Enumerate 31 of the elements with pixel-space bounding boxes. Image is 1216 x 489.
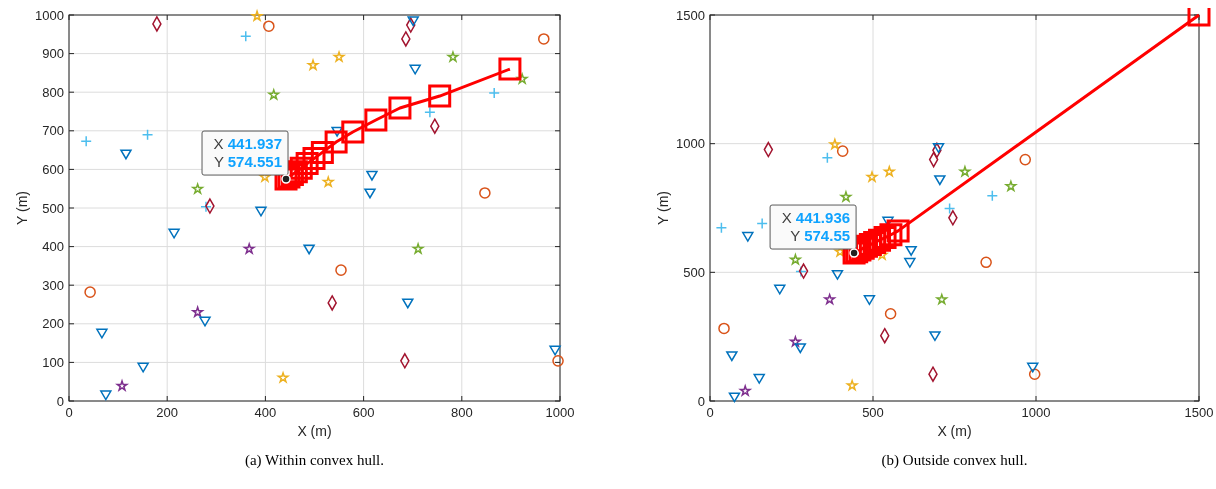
y-tick-label: 500 [683, 264, 705, 280]
x-tick-label: 800 [450, 405, 473, 420]
x-tick-label: 400 [254, 405, 277, 420]
y-axis-title: Y (m) [655, 191, 671, 225]
x-axis-title: X (m) [937, 423, 972, 439]
y-axis-title: Y (m) [14, 191, 30, 225]
annotation: X 441.936 Y 574.55 [781, 209, 851, 245]
x-tick-label: 500 [862, 405, 884, 420]
y-tick-label: 0 [697, 393, 705, 409]
y-tick-label: 500 [42, 200, 64, 216]
x-axis-title: X (m) [297, 423, 332, 439]
y-tick-label: 100 [42, 354, 64, 370]
x-tick-label: 600 [352, 405, 375, 420]
text: (a) Within convex hull. [244, 452, 385, 469]
x-tick-label: 1500 [1184, 405, 1214, 420]
y-tick-label: 400 [42, 239, 64, 255]
y-tick-label: 0 [56, 393, 64, 409]
annotation: X 441.937 Y 574.551 [213, 135, 283, 171]
x-tick-label: 200 [156, 405, 179, 420]
y-tick-label: 1000 [676, 136, 705, 152]
y-tick-label: 700 [42, 123, 64, 139]
y-tick-label: 600 [42, 161, 64, 177]
x-tick-label: 1000 [545, 405, 575, 420]
y-tick-label: 1000 [35, 7, 64, 23]
y-tick-label: 800 [42, 84, 64, 100]
y-tick-label: 1500 [676, 7, 705, 23]
y-tick-label: 300 [42, 277, 64, 293]
y-tick-label: 900 [42, 46, 64, 62]
text: (b) Outside convex hull. [881, 452, 1028, 469]
y-tick-label: 200 [42, 316, 64, 332]
x-tick-label: 1000 [1021, 405, 1051, 420]
